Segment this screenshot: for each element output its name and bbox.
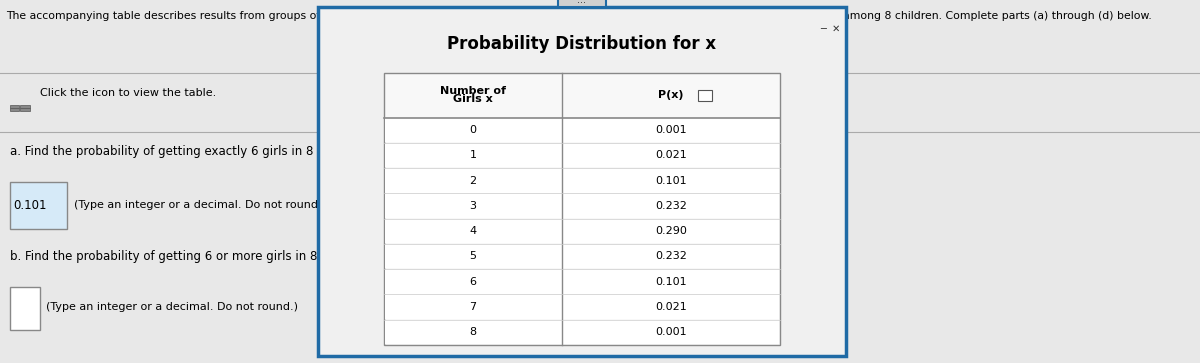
- Bar: [20, 108, 30, 111]
- Text: P(x): P(x): [659, 90, 684, 100]
- Text: (Type an integer or a decimal. Do not round.): (Type an integer or a decimal. Do not ro…: [74, 200, 326, 210]
- Bar: [10, 182, 67, 229]
- Text: The accompanying table describes results from groups of 8 births from 8 differen: The accompanying table describes results…: [6, 11, 1152, 21]
- Bar: [385, 320, 779, 344]
- Text: 8: 8: [469, 327, 476, 337]
- Text: 0.101: 0.101: [13, 199, 47, 212]
- Text: Probability Distribution for x: Probability Distribution for x: [448, 34, 716, 53]
- Text: 5: 5: [469, 252, 476, 261]
- Text: (Type an integer or a decimal. Do not round.): (Type an integer or a decimal. Do not ro…: [46, 302, 298, 312]
- Text: 4: 4: [469, 226, 476, 236]
- Text: 2: 2: [469, 176, 476, 185]
- Text: 0.001: 0.001: [655, 125, 686, 135]
- Text: 0.001: 0.001: [655, 327, 686, 337]
- Text: 7: 7: [469, 302, 476, 312]
- Text: 6: 6: [469, 277, 476, 287]
- Bar: [10, 105, 19, 107]
- Text: 0.232: 0.232: [655, 201, 688, 211]
- Bar: [385, 219, 779, 243]
- Text: ...: ...: [577, 0, 587, 5]
- Bar: [20, 105, 30, 107]
- Text: 0.101: 0.101: [655, 176, 686, 185]
- Text: Click the icon to view the table.: Click the icon to view the table.: [40, 87, 216, 98]
- Bar: [10, 108, 19, 111]
- Text: 0.021: 0.021: [655, 302, 686, 312]
- Text: 0.290: 0.290: [655, 226, 688, 236]
- Text: Number of: Number of: [440, 86, 506, 96]
- Bar: [385, 118, 779, 142]
- Text: ─  ✕: ─ ✕: [820, 24, 840, 34]
- Bar: [697, 90, 712, 101]
- Text: a. Find the probability of getting exactly 6 girls in 8 births.: a. Find the probability of getting exact…: [10, 145, 355, 158]
- Bar: [385, 295, 779, 319]
- Text: 0.232: 0.232: [655, 252, 688, 261]
- Bar: [10, 287, 40, 330]
- Bar: [385, 169, 779, 192]
- Bar: [385, 270, 779, 294]
- Bar: [385, 143, 779, 167]
- Text: Girls x: Girls x: [454, 94, 493, 105]
- Text: 1: 1: [469, 150, 476, 160]
- Text: 0.101: 0.101: [655, 277, 686, 287]
- Bar: [558, 0, 606, 7]
- Bar: [385, 245, 779, 268]
- Text: b. Find the probability of getting 6 or more girls in 8 births.: b. Find the probability of getting 6 or …: [10, 250, 359, 264]
- Text: 3: 3: [469, 201, 476, 211]
- Text: 0: 0: [469, 125, 476, 135]
- Text: 0.021: 0.021: [655, 150, 686, 160]
- Bar: [385, 194, 779, 218]
